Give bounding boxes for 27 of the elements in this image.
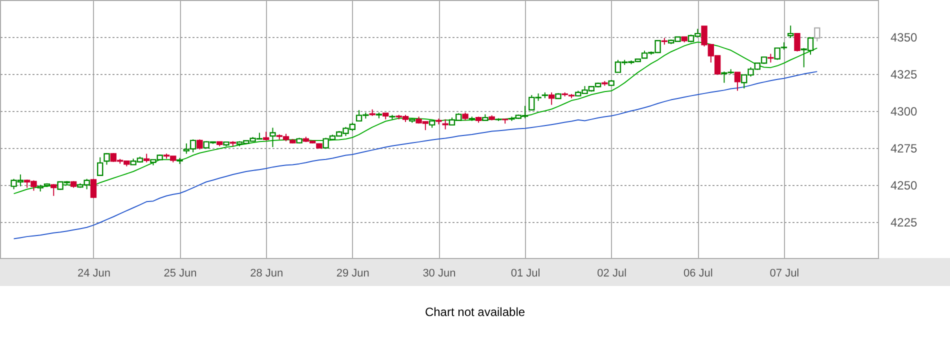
x-tick-label: 28 Jun <box>250 268 284 280</box>
x-tick-label: 02 Jul <box>597 268 627 280</box>
y-tick-label: 4325 <box>890 67 918 82</box>
candlestick <box>104 152 110 166</box>
candlestick <box>196 138 203 150</box>
candlestick <box>50 184 57 196</box>
x-tick-label: 01 Jul <box>510 268 540 280</box>
text: Chart not available <box>424 305 526 319</box>
x-tick-label: 29 Jun <box>336 268 370 280</box>
y-tick-label: 4225 <box>890 215 918 230</box>
x-tick-label: 06 Jul <box>683 268 713 280</box>
x-tick-label: 30 Jun <box>422 268 456 280</box>
candlestick <box>734 72 741 92</box>
y-tick-label: 4250 <box>890 178 918 192</box>
candlestick <box>270 127 276 148</box>
x-tick-label: 25 Jun <box>164 268 197 280</box>
candlestick <box>794 32 800 52</box>
y-tick-label: 4300 <box>890 104 918 118</box>
y-tick-label: 4275 <box>890 141 918 156</box>
line-series <box>13 71 818 240</box>
candlestick <box>548 92 555 106</box>
candlestick <box>787 25 794 38</box>
x-tick-label: 24 Jun <box>77 268 110 280</box>
y-tick-label: 4350 <box>890 30 918 44</box>
candlestick <box>97 156 104 176</box>
x-tick-label: 07 Jul <box>770 268 800 280</box>
candlestick <box>442 118 448 130</box>
